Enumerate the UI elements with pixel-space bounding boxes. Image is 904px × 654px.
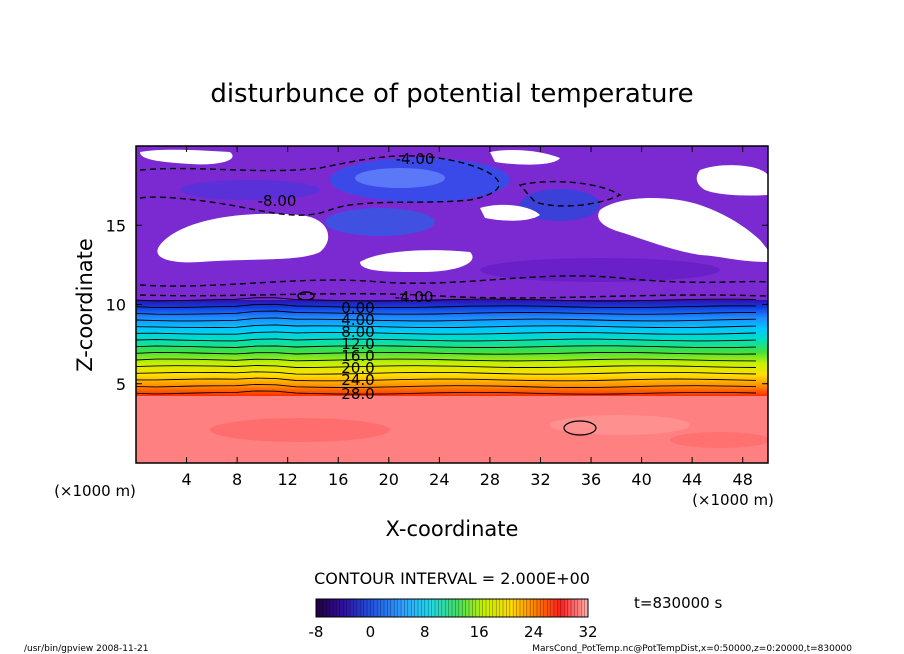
y-tick-label: 10 bbox=[106, 296, 126, 315]
contour-line bbox=[136, 365, 757, 368]
blue-patch bbox=[355, 168, 445, 188]
lower-shade bbox=[670, 432, 768, 448]
x-tick-label: 4 bbox=[181, 470, 191, 489]
contour-line bbox=[136, 345, 757, 349]
lower-shade bbox=[550, 415, 690, 435]
x-tick-label: 40 bbox=[631, 470, 651, 489]
x-tick-label: 24 bbox=[429, 470, 449, 489]
footer-right: MarsCond_PotTemp.nc@PotTempDist,x=0:5000… bbox=[532, 644, 852, 654]
y-tick-label: 15 bbox=[106, 216, 126, 235]
time-label: t=830000 s bbox=[634, 594, 722, 612]
white-gap bbox=[480, 204, 540, 221]
contour-line bbox=[136, 297, 757, 302]
footer-left: /usr/bin/gpview 2008-11-21 bbox=[24, 644, 148, 654]
x-unit-right: (×1000 m) bbox=[692, 491, 774, 509]
x-tick-label: 48 bbox=[733, 470, 753, 489]
neg-contour bbox=[139, 155, 500, 216]
neg-contour bbox=[139, 293, 768, 299]
contour-label: -8.00 bbox=[258, 192, 297, 210]
contour-line bbox=[136, 383, 757, 388]
chart-title: disturbunce of potential temperature bbox=[210, 79, 693, 109]
x-tick-label: 32 bbox=[530, 470, 550, 489]
contour-label: 16.0 bbox=[341, 347, 374, 365]
purple-patch bbox=[180, 180, 320, 200]
colorbar-tick-label: -8 bbox=[309, 623, 324, 641]
contour-line bbox=[136, 377, 757, 382]
x-tick-label: 36 bbox=[581, 470, 601, 489]
x-tick-label: 12 bbox=[278, 470, 298, 489]
neg-contour bbox=[139, 275, 768, 287]
x-axis-label: X-coordinate bbox=[386, 517, 519, 541]
colorbar-tick-label: 8 bbox=[420, 623, 430, 641]
contour-line bbox=[136, 310, 757, 315]
x-tick-label: 20 bbox=[379, 470, 399, 489]
contour-line bbox=[136, 324, 757, 329]
contour-line bbox=[136, 358, 757, 362]
white-gap bbox=[490, 150, 560, 165]
contour-label: 12.0 bbox=[341, 335, 374, 353]
contour-label: 24.0 bbox=[341, 371, 374, 389]
colorbar-tick-label: 0 bbox=[366, 623, 376, 641]
white-gap bbox=[360, 250, 473, 272]
contour-label: 20.0 bbox=[341, 359, 374, 377]
contour-label: 4.00 bbox=[341, 311, 374, 329]
colorbar-tick-label: 24 bbox=[524, 623, 543, 641]
white-gap bbox=[598, 198, 768, 262]
colorbar-tick-label: 32 bbox=[578, 623, 597, 641]
white-gap bbox=[157, 213, 329, 263]
contour-line bbox=[136, 351, 757, 355]
y-axis-label: Z-coordinate bbox=[73, 238, 97, 372]
contour-line bbox=[136, 331, 757, 335]
gradient-bands bbox=[136, 300, 768, 396]
blue-patch bbox=[520, 189, 600, 221]
contour-label: 0.00 bbox=[341, 299, 374, 317]
purple-patch bbox=[480, 258, 720, 282]
x-tick-label: 8 bbox=[232, 470, 242, 489]
x-tick-label: 44 bbox=[682, 470, 702, 489]
contour-line bbox=[136, 317, 757, 322]
x-tick-label: 28 bbox=[480, 470, 500, 489]
blue-patch bbox=[325, 208, 435, 236]
contour-label: -4.00 bbox=[395, 288, 434, 306]
contour-line bbox=[136, 371, 757, 375]
plot-area bbox=[136, 146, 768, 463]
small-contour bbox=[563, 420, 597, 436]
contour-line bbox=[136, 390, 757, 395]
white-gap bbox=[696, 165, 768, 196]
contour-label: 28.0 bbox=[341, 385, 374, 403]
neg-contour bbox=[518, 180, 622, 207]
x-unit-left: (×1000 m) bbox=[54, 482, 136, 500]
contour-line bbox=[136, 303, 757, 309]
lower-shade bbox=[210, 418, 390, 442]
y-tick-label: 5 bbox=[116, 375, 126, 394]
x-tick-label: 16 bbox=[328, 470, 348, 489]
white-gap bbox=[140, 149, 233, 165]
contour-label: -4.00 bbox=[396, 150, 435, 168]
contour-line bbox=[136, 338, 757, 342]
contour-interval: CONTOUR INTERVAL = 2.000E+00 bbox=[314, 569, 590, 588]
colorbar-tick-label: 16 bbox=[470, 623, 489, 641]
contour-label: 8.00 bbox=[341, 323, 374, 341]
